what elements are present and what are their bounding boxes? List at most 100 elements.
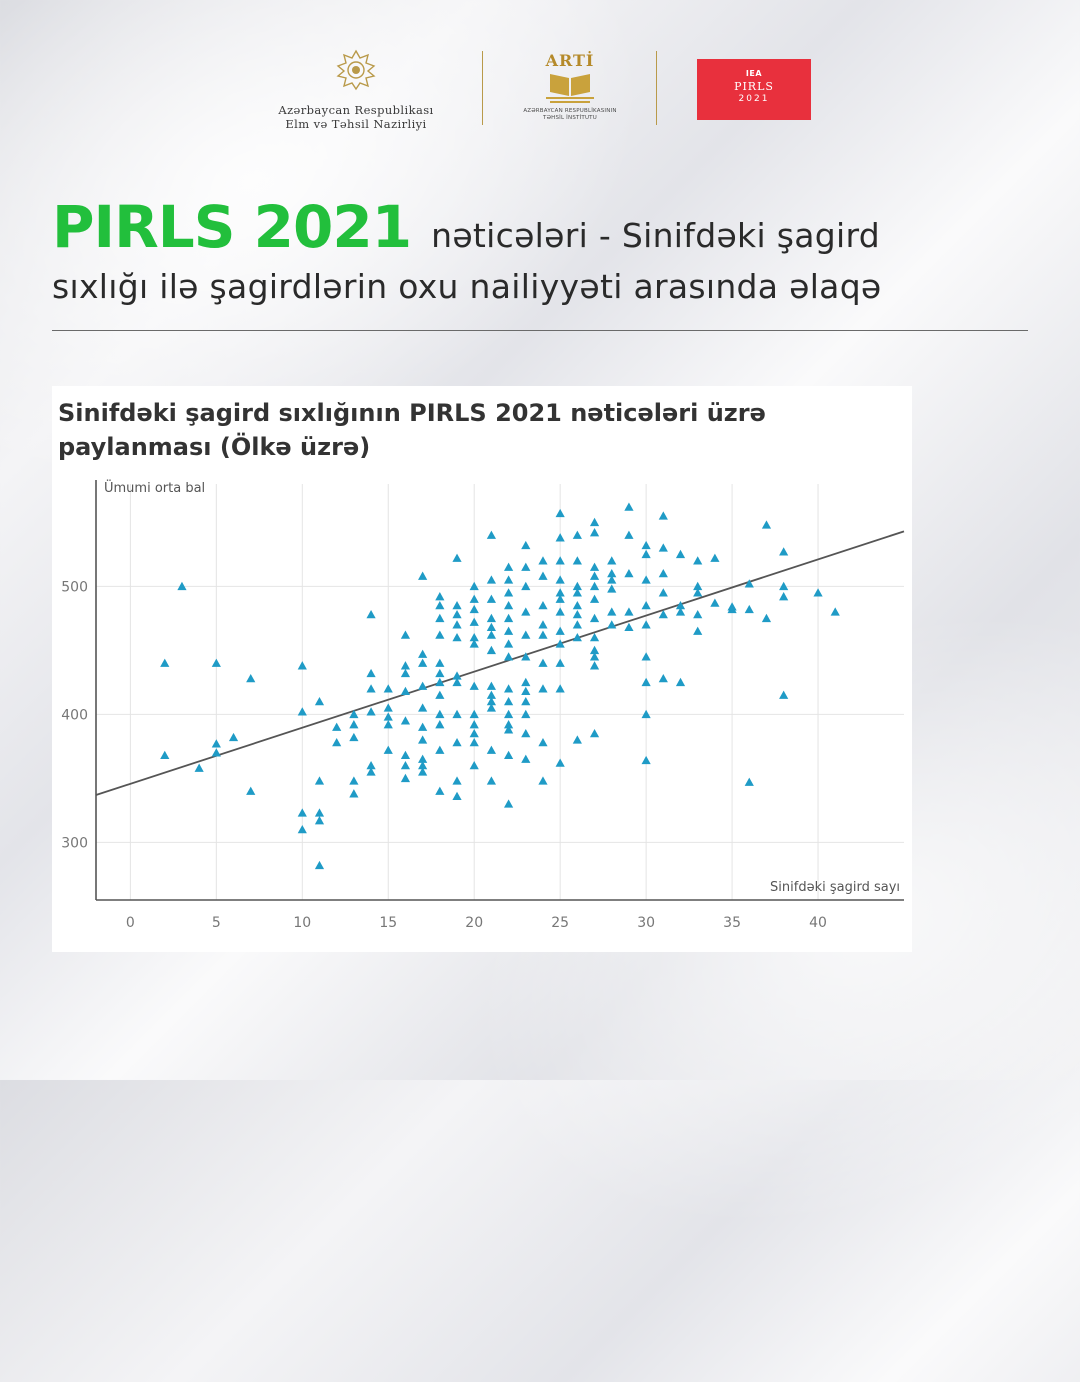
data-point <box>503 709 514 719</box>
data-point <box>400 630 411 639</box>
y-axis-label: Ümumi orta bal <box>104 479 205 496</box>
data-point <box>641 677 651 687</box>
data-point <box>658 569 668 578</box>
data-point <box>297 825 307 834</box>
header-logos: Azərbaycan Respublikası Elm və Təhsil Na… <box>0 45 1080 135</box>
data-point <box>589 645 600 655</box>
data-point <box>452 677 462 687</box>
data-point <box>435 601 445 610</box>
data-point <box>435 786 445 795</box>
data-point <box>572 581 582 591</box>
data-point <box>607 620 617 629</box>
data-point <box>641 709 651 719</box>
data-point <box>572 556 582 565</box>
data-point <box>779 690 789 699</box>
data-point <box>761 520 772 529</box>
data-point <box>503 725 514 734</box>
data-point <box>641 652 651 661</box>
data-point <box>418 703 428 712</box>
data-point <box>538 776 548 785</box>
data-point <box>589 594 600 603</box>
x-tick-label: 0 <box>126 915 135 931</box>
data-point <box>503 639 514 648</box>
data-point <box>538 684 548 693</box>
data-point <box>452 633 462 642</box>
data-point <box>589 571 600 580</box>
data-point <box>607 584 617 593</box>
data-point <box>349 732 359 742</box>
data-point <box>469 729 479 738</box>
data-point <box>555 575 565 584</box>
data-point <box>693 556 703 565</box>
data-point <box>744 604 754 614</box>
data-point <box>675 601 686 610</box>
data-point <box>486 613 497 623</box>
data-point <box>435 690 445 699</box>
data-point <box>366 668 376 678</box>
data-point <box>830 607 840 616</box>
data-point <box>675 549 686 559</box>
data-point <box>297 707 307 716</box>
data-point <box>383 703 393 712</box>
data-point <box>503 799 514 808</box>
data-point <box>452 791 462 800</box>
data-point <box>572 601 582 610</box>
data-point <box>555 533 565 542</box>
data-point <box>452 620 462 629</box>
data-point <box>418 681 428 690</box>
data-point <box>469 737 479 747</box>
data-point <box>314 697 325 706</box>
arti-title: ARTİ <box>545 51 595 70</box>
data-point <box>366 761 376 770</box>
data-point <box>383 720 393 729</box>
data-point <box>641 540 651 550</box>
data-point <box>555 594 565 603</box>
data-point <box>486 645 497 655</box>
headline-strong: PIRLS 2021 <box>52 193 412 261</box>
data-point <box>589 652 600 661</box>
data-point <box>538 620 548 629</box>
data-point <box>435 677 445 687</box>
data-point <box>641 601 651 610</box>
x-tick-label: 30 <box>637 915 655 931</box>
data-point <box>641 620 651 629</box>
data-point <box>383 712 393 721</box>
data-point <box>366 684 376 693</box>
data-point <box>486 681 497 690</box>
data-point <box>400 668 411 678</box>
data-point <box>555 626 565 635</box>
data-point <box>555 658 565 667</box>
data-point <box>400 661 411 670</box>
book-icon <box>546 74 594 103</box>
y-tick-label: 500 <box>61 579 88 595</box>
data-point <box>486 745 497 754</box>
data-point <box>469 633 479 642</box>
data-point <box>452 737 462 747</box>
data-point <box>521 581 531 591</box>
data-point <box>297 661 307 670</box>
data-point <box>486 697 497 706</box>
data-point <box>314 816 325 825</box>
arti-subtitle-line2: TƏHSİL İNSTİTUTU <box>543 115 597 121</box>
pirls-logo: IEA PIRLS 2021 <box>697 59 811 120</box>
data-point <box>503 652 514 661</box>
data-point <box>177 581 187 591</box>
data-point <box>332 722 342 731</box>
x-tick-label: 40 <box>809 915 827 931</box>
data-point <box>418 722 428 731</box>
data-point <box>589 528 600 537</box>
data-point <box>521 562 531 571</box>
data-point <box>538 658 548 667</box>
data-point <box>503 562 514 571</box>
data-point <box>418 767 428 776</box>
data-point <box>366 767 376 776</box>
data-point <box>555 607 565 616</box>
data-point <box>813 588 823 597</box>
data-point <box>641 549 651 559</box>
data-point <box>486 530 497 539</box>
data-point <box>349 709 359 719</box>
data-point <box>435 592 445 601</box>
x-tick-label: 5 <box>212 915 221 931</box>
data-point <box>744 579 754 588</box>
data-point <box>658 609 668 619</box>
